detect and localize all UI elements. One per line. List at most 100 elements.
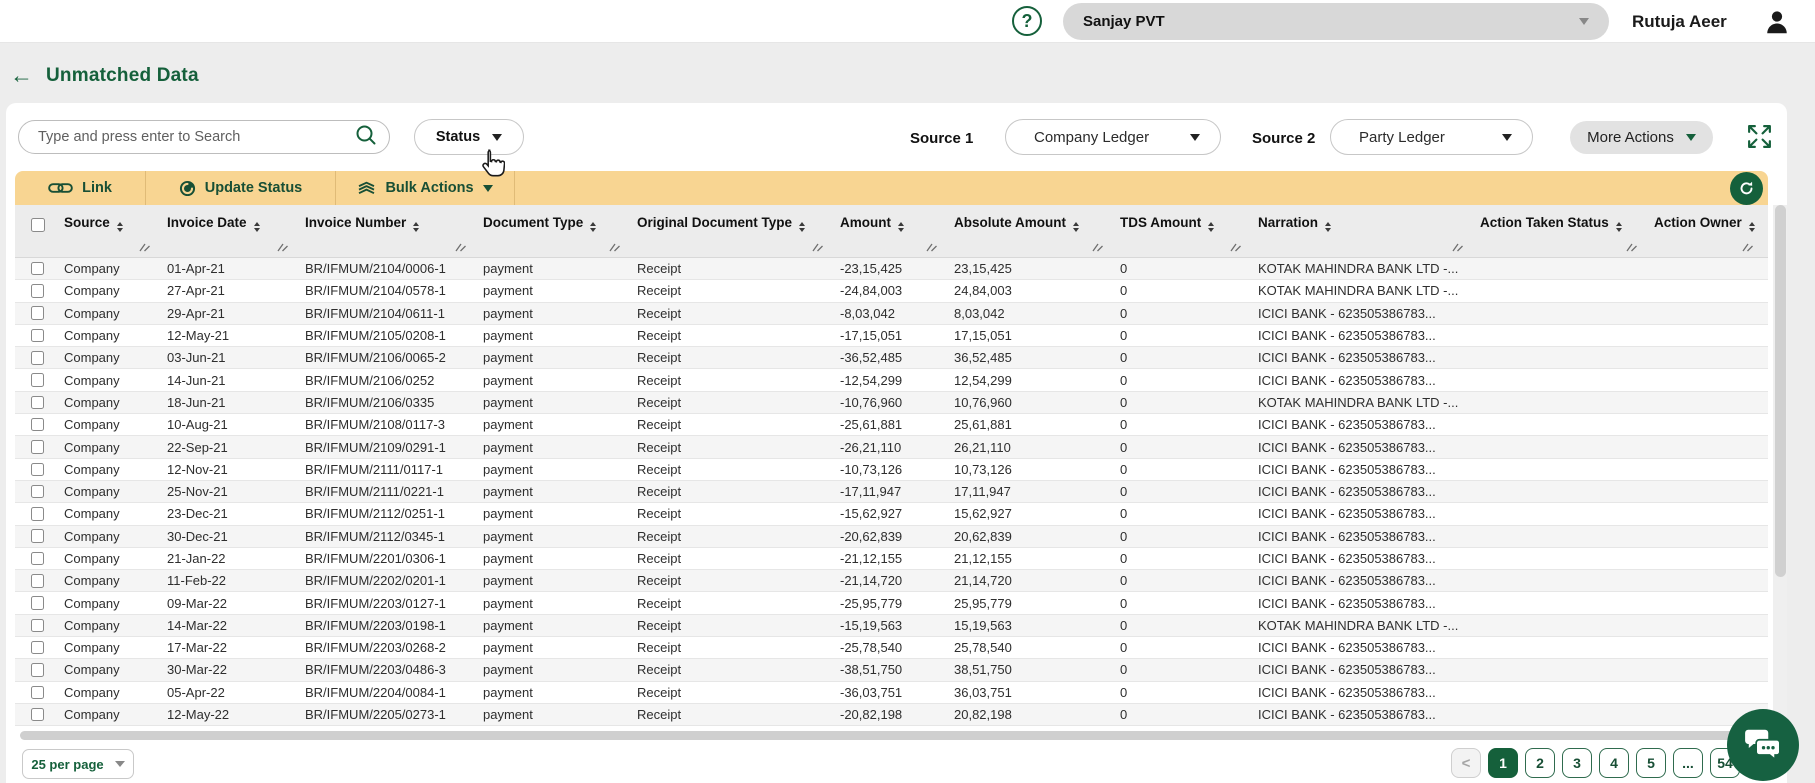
column-header-absolute-amount[interactable]: Absolute Amount xyxy=(952,205,1118,257)
sort-icon[interactable] xyxy=(799,222,805,232)
chat-fab-button[interactable] xyxy=(1727,709,1799,781)
row-checkbox[interactable] xyxy=(31,485,45,499)
sort-icon[interactable] xyxy=(254,222,260,232)
column-header-amount[interactable]: Amount xyxy=(838,205,952,257)
table-row[interactable]: Company12-May-21BR/IFMUM/2105/0208-1paym… xyxy=(15,325,1768,347)
row-checkbox[interactable] xyxy=(31,284,45,298)
table-row[interactable]: Company14-Mar-22BR/IFMUM/2203/0198-1paym… xyxy=(15,615,1768,637)
sort-icon[interactable] xyxy=(1208,222,1214,232)
column-header-invoice-date[interactable]: Invoice Date xyxy=(165,205,303,257)
table-row[interactable]: Company17-Mar-22BR/IFMUM/2203/0268-2paym… xyxy=(15,637,1768,659)
column-header-tds-amount[interactable]: TDS Amount xyxy=(1118,205,1256,257)
page-button-2[interactable]: 2 xyxy=(1525,748,1555,778)
vertical-scrollbar[interactable] xyxy=(1773,205,1787,741)
horizontal-scrollbar[interactable] xyxy=(15,730,1768,741)
table-row[interactable]: Company14-Jun-21BR/IFMUM/2106/0252paymen… xyxy=(15,369,1768,391)
table-row[interactable]: Company03-Jun-21BR/IFMUM/2106/0065-2paym… xyxy=(15,347,1768,369)
page-button-1[interactable]: 1 xyxy=(1488,748,1518,778)
status-filter-dropdown[interactable]: Status xyxy=(414,119,524,155)
row-checkbox[interactable] xyxy=(31,262,45,276)
source1-dropdown[interactable]: Company Ledger xyxy=(1005,119,1221,155)
page-button-4[interactable]: 4 xyxy=(1599,748,1629,778)
row-checkbox[interactable] xyxy=(31,529,45,543)
refresh-button[interactable] xyxy=(1730,172,1763,205)
column-resize-icon[interactable] xyxy=(276,241,289,252)
column-resize-icon[interactable] xyxy=(811,241,824,252)
column-resize-icon[interactable] xyxy=(608,241,621,252)
sort-icon[interactable] xyxy=(1749,222,1755,232)
row-checkbox[interactable] xyxy=(31,463,45,477)
column-header-invoice-number[interactable]: Invoice Number xyxy=(303,205,481,257)
row-checkbox[interactable] xyxy=(31,440,45,454)
table-row[interactable]: Company29-Apr-21BR/IFMUM/2104/0611-1paym… xyxy=(15,303,1768,325)
vertical-scrollbar-thumb[interactable] xyxy=(1775,205,1786,577)
page-button-5[interactable]: 5 xyxy=(1636,748,1666,778)
table-row[interactable]: Company18-Jun-21BR/IFMUM/2106/0335paymen… xyxy=(15,392,1768,414)
help-icon[interactable]: ? xyxy=(1012,6,1042,36)
bulk-actions-button[interactable]: Bulk Actions xyxy=(336,171,514,205)
column-header-document-type[interactable]: Document Type xyxy=(481,205,635,257)
column-resize-icon[interactable] xyxy=(1451,241,1464,252)
search-icon[interactable] xyxy=(355,124,377,151)
page-button-3[interactable]: 3 xyxy=(1562,748,1592,778)
row-checkbox[interactable] xyxy=(31,686,45,700)
table-row[interactable]: Company21-Jan-22BR/IFMUM/2201/0306-1paym… xyxy=(15,548,1768,570)
per-page-dropdown[interactable]: 25 per page xyxy=(22,749,134,779)
column-resize-icon[interactable] xyxy=(1741,241,1754,252)
more-actions-button[interactable]: More Actions xyxy=(1570,121,1713,154)
row-checkbox[interactable] xyxy=(31,306,45,320)
row-checkbox[interactable] xyxy=(31,396,45,410)
row-checkbox[interactable] xyxy=(31,507,45,521)
table-row[interactable]: Company10-Aug-21BR/IFMUM/2108/0117-3paym… xyxy=(15,414,1768,436)
row-checkbox[interactable] xyxy=(31,373,45,387)
column-header-narration[interactable]: Narration xyxy=(1256,205,1478,257)
column-resize-icon[interactable] xyxy=(1091,241,1104,252)
link-button[interactable]: Link xyxy=(15,171,145,205)
fullscreen-icon[interactable] xyxy=(1745,122,1774,156)
back-button[interactable]: ← xyxy=(10,64,33,87)
previous-page-button[interactable]: < xyxy=(1451,748,1481,778)
table-row[interactable]: Company05-Apr-22BR/IFMUM/2204/0084-1paym… xyxy=(15,682,1768,704)
sort-icon[interactable] xyxy=(117,222,123,232)
column-resize-icon[interactable] xyxy=(1625,241,1638,252)
sort-icon[interactable] xyxy=(1073,222,1079,232)
row-checkbox[interactable] xyxy=(31,418,45,432)
column-resize-icon[interactable] xyxy=(925,241,938,252)
table-row[interactable]: Company23-Dec-21BR/IFMUM/2112/0251-1paym… xyxy=(15,503,1768,525)
table-row[interactable]: Company30-Dec-21BR/IFMUM/2112/0345-1paym… xyxy=(15,526,1768,548)
row-checkbox[interactable] xyxy=(31,708,45,722)
table-row[interactable]: Company11-Feb-22BR/IFMUM/2202/0201-1paym… xyxy=(15,570,1768,592)
table-row[interactable]: Company30-Mar-22BR/IFMUM/2203/0486-3paym… xyxy=(15,659,1768,681)
column-header-original-document-type[interactable]: Original Document Type xyxy=(635,205,838,257)
row-checkbox[interactable] xyxy=(31,641,45,655)
user-avatar-icon[interactable] xyxy=(1762,7,1792,42)
update-status-button[interactable]: Update Status xyxy=(146,171,335,205)
sort-icon[interactable] xyxy=(413,222,419,232)
column-header-source[interactable]: Source xyxy=(62,205,165,257)
column-header-action-owner[interactable]: Action Owner xyxy=(1652,205,1768,257)
row-checkbox[interactable] xyxy=(31,596,45,610)
page-ellipsis-button[interactable]: ... xyxy=(1673,748,1703,778)
table-row[interactable]: Company12-Nov-21BR/IFMUM/2111/0117-1paym… xyxy=(15,459,1768,481)
sort-icon[interactable] xyxy=(898,222,904,232)
row-checkbox[interactable] xyxy=(31,552,45,566)
sort-icon[interactable] xyxy=(590,222,596,232)
search-input[interactable] xyxy=(19,129,355,145)
row-checkbox[interactable] xyxy=(31,663,45,677)
row-checkbox[interactable] xyxy=(31,619,45,633)
column-resize-icon[interactable] xyxy=(1229,241,1242,252)
select-all-checkbox[interactable] xyxy=(31,218,45,232)
column-resize-icon[interactable] xyxy=(454,241,467,252)
source2-dropdown[interactable]: Party Ledger xyxy=(1330,119,1533,155)
table-row[interactable]: Company22-Sep-21BR/IFMUM/2109/0291-1paym… xyxy=(15,436,1768,458)
sort-icon[interactable] xyxy=(1616,222,1622,232)
row-checkbox[interactable] xyxy=(31,329,45,343)
table-row[interactable]: Company27-Apr-21BR/IFMUM/2104/0578-1paym… xyxy=(15,280,1768,302)
table-row[interactable]: Company25-Nov-21BR/IFMUM/2111/0221-1paym… xyxy=(15,481,1768,503)
table-row[interactable]: Company12-May-22BR/IFMUM/2205/0273-1paym… xyxy=(15,704,1768,726)
horizontal-scrollbar-thumb[interactable] xyxy=(20,731,1746,740)
column-header-action-taken-status[interactable]: Action Taken Status xyxy=(1478,205,1652,257)
company-selector-dropdown[interactable]: Sanjay PVT xyxy=(1063,3,1609,40)
row-checkbox[interactable] xyxy=(31,574,45,588)
sort-icon[interactable] xyxy=(1325,222,1331,232)
